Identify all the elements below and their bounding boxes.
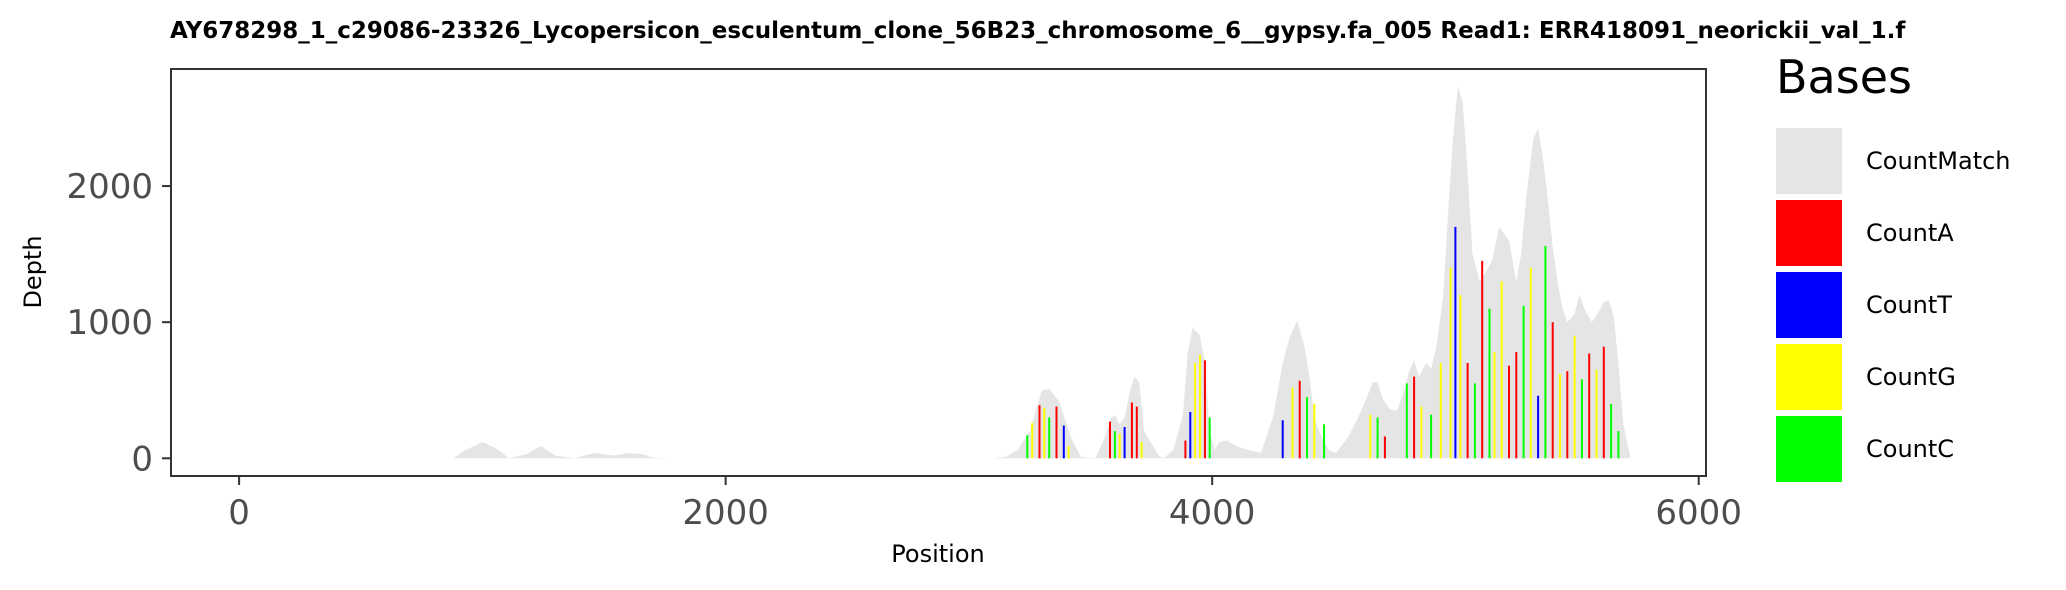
base-count-bar-T (1062, 425, 1065, 459)
base-count-bar-A (1038, 405, 1041, 459)
legend-label: CountC (1866, 434, 1955, 463)
chart-title: AY678298_1_c29086-23326_Lycopersicon_esc… (170, 18, 1906, 44)
base-count-bar-G (1313, 403, 1316, 459)
legend: Bases CountMatch CountA CountT CountG Co… (1776, 52, 2011, 485)
base-count-bar-A (1515, 352, 1518, 459)
base-count-bar-G (1420, 406, 1423, 459)
base-count-bar-G (1559, 373, 1561, 459)
base-count-bar-G (1291, 387, 1294, 459)
base-count-bar-C (1026, 435, 1029, 459)
base-count-layer (1026, 226, 1620, 459)
base-count-bar-G (1199, 354, 1201, 459)
legend-item-countmatch: CountMatch (1776, 125, 2011, 197)
y-tick-label: 0 (131, 439, 153, 479)
base-count-bar-C (1113, 431, 1116, 459)
legend-swatch (1776, 199, 1842, 266)
x-axis-title: Position (891, 540, 984, 568)
base-count-bar-A (1203, 360, 1206, 459)
base-count-bar-G (1439, 363, 1442, 459)
base-count-bar-C (1048, 417, 1051, 459)
base-count-bar-G (1140, 442, 1143, 459)
legend-label: CountG (1866, 362, 1956, 391)
x-tick-label: 2000 (682, 493, 769, 533)
base-count-bar-C (1306, 397, 1308, 459)
legend-swatch (1776, 127, 1842, 194)
base-count-bar-C (1208, 417, 1211, 459)
base-count-bar-T (1537, 395, 1540, 459)
legend-item-countc: CountC (1776, 413, 2011, 485)
y-tick-label: 1000 (66, 303, 153, 343)
base-count-bar-T (1281, 420, 1284, 459)
base-count-bar-A (1055, 406, 1058, 459)
base-count-bar-A (1130, 402, 1133, 459)
x-tick-label: 6000 (1655, 493, 1742, 533)
x-tick-label: 4000 (1169, 493, 1256, 533)
base-count-bar-T (1189, 412, 1192, 459)
base-count-bar-A (1298, 380, 1301, 459)
base-count-bar-C (1473, 383, 1476, 459)
coverage-area-countmatch (239, 86, 1631, 459)
legend-label: CountMatch (1866, 146, 2011, 175)
base-count-bar-C (1522, 305, 1525, 459)
coverage-area-layer (239, 86, 1631, 459)
base-count-bar-A (1184, 440, 1187, 459)
base-count-bar-T (1123, 427, 1126, 459)
base-count-bar-G (1067, 446, 1070, 459)
legend-item-counta: CountA (1776, 197, 2011, 269)
base-count-bar-A (1551, 322, 1554, 459)
base-count-bar-G (1043, 407, 1046, 459)
x-axis: 0 2000 4000 6000 (228, 476, 1742, 533)
base-count-bar-C (1610, 403, 1613, 459)
base-count-bar-A (1413, 376, 1416, 459)
base-count-bar-C (1430, 414, 1433, 459)
base-count-bar-G (1194, 363, 1197, 459)
base-count-bar-T (1454, 226, 1457, 459)
legend-swatch (1776, 415, 1842, 482)
base-count-bar-G (1449, 267, 1452, 459)
base-count-bar-C (1405, 383, 1408, 459)
base-count-bar-A (1466, 363, 1469, 459)
base-count-bar-A (1481, 260, 1484, 459)
legend-swatch (1776, 271, 1842, 338)
y-axis: 0 1000 2000 (66, 167, 171, 479)
base-count-bar-G (1118, 433, 1121, 459)
legend-label: CountA (1866, 218, 1954, 247)
legend-item-countg: CountG (1776, 341, 2011, 413)
y-axis-title: Depth (19, 235, 47, 308)
base-count-bar-C (1580, 379, 1583, 459)
y-tick-label: 2000 (66, 167, 153, 207)
base-count-bar-A (1566, 371, 1569, 459)
base-count-bar-G (1500, 281, 1503, 459)
base-count-bar-G (1369, 414, 1372, 459)
base-count-bar-A (1588, 353, 1591, 459)
legend-label: CountT (1866, 290, 1952, 319)
base-count-bar-G (1031, 422, 1034, 459)
base-count-bar-A (1109, 421, 1111, 459)
base-count-bar-C (1617, 431, 1620, 459)
base-count-bar-G (1595, 369, 1598, 459)
legend-item-countt: CountT (1776, 269, 2011, 341)
base-count-bar-G (1573, 335, 1576, 459)
x-tick-label: 0 (228, 493, 250, 533)
legend-swatch (1776, 343, 1842, 410)
base-count-bar-G (1493, 352, 1496, 459)
legend-title: Bases (1776, 50, 1912, 104)
plot-panel-border (170, 68, 1707, 477)
base-count-bar-A (1602, 346, 1605, 459)
base-count-bar-A (1383, 436, 1386, 459)
base-count-bar-G (1529, 267, 1532, 459)
base-count-bar-C (1323, 424, 1326, 459)
base-count-bar-G (1459, 295, 1462, 459)
base-count-bar-C (1376, 417, 1379, 459)
base-count-bar-C (1488, 308, 1491, 459)
base-count-bar-C (1544, 246, 1547, 459)
base-count-bar-A (1508, 365, 1510, 459)
base-count-bar-A (1135, 406, 1138, 459)
